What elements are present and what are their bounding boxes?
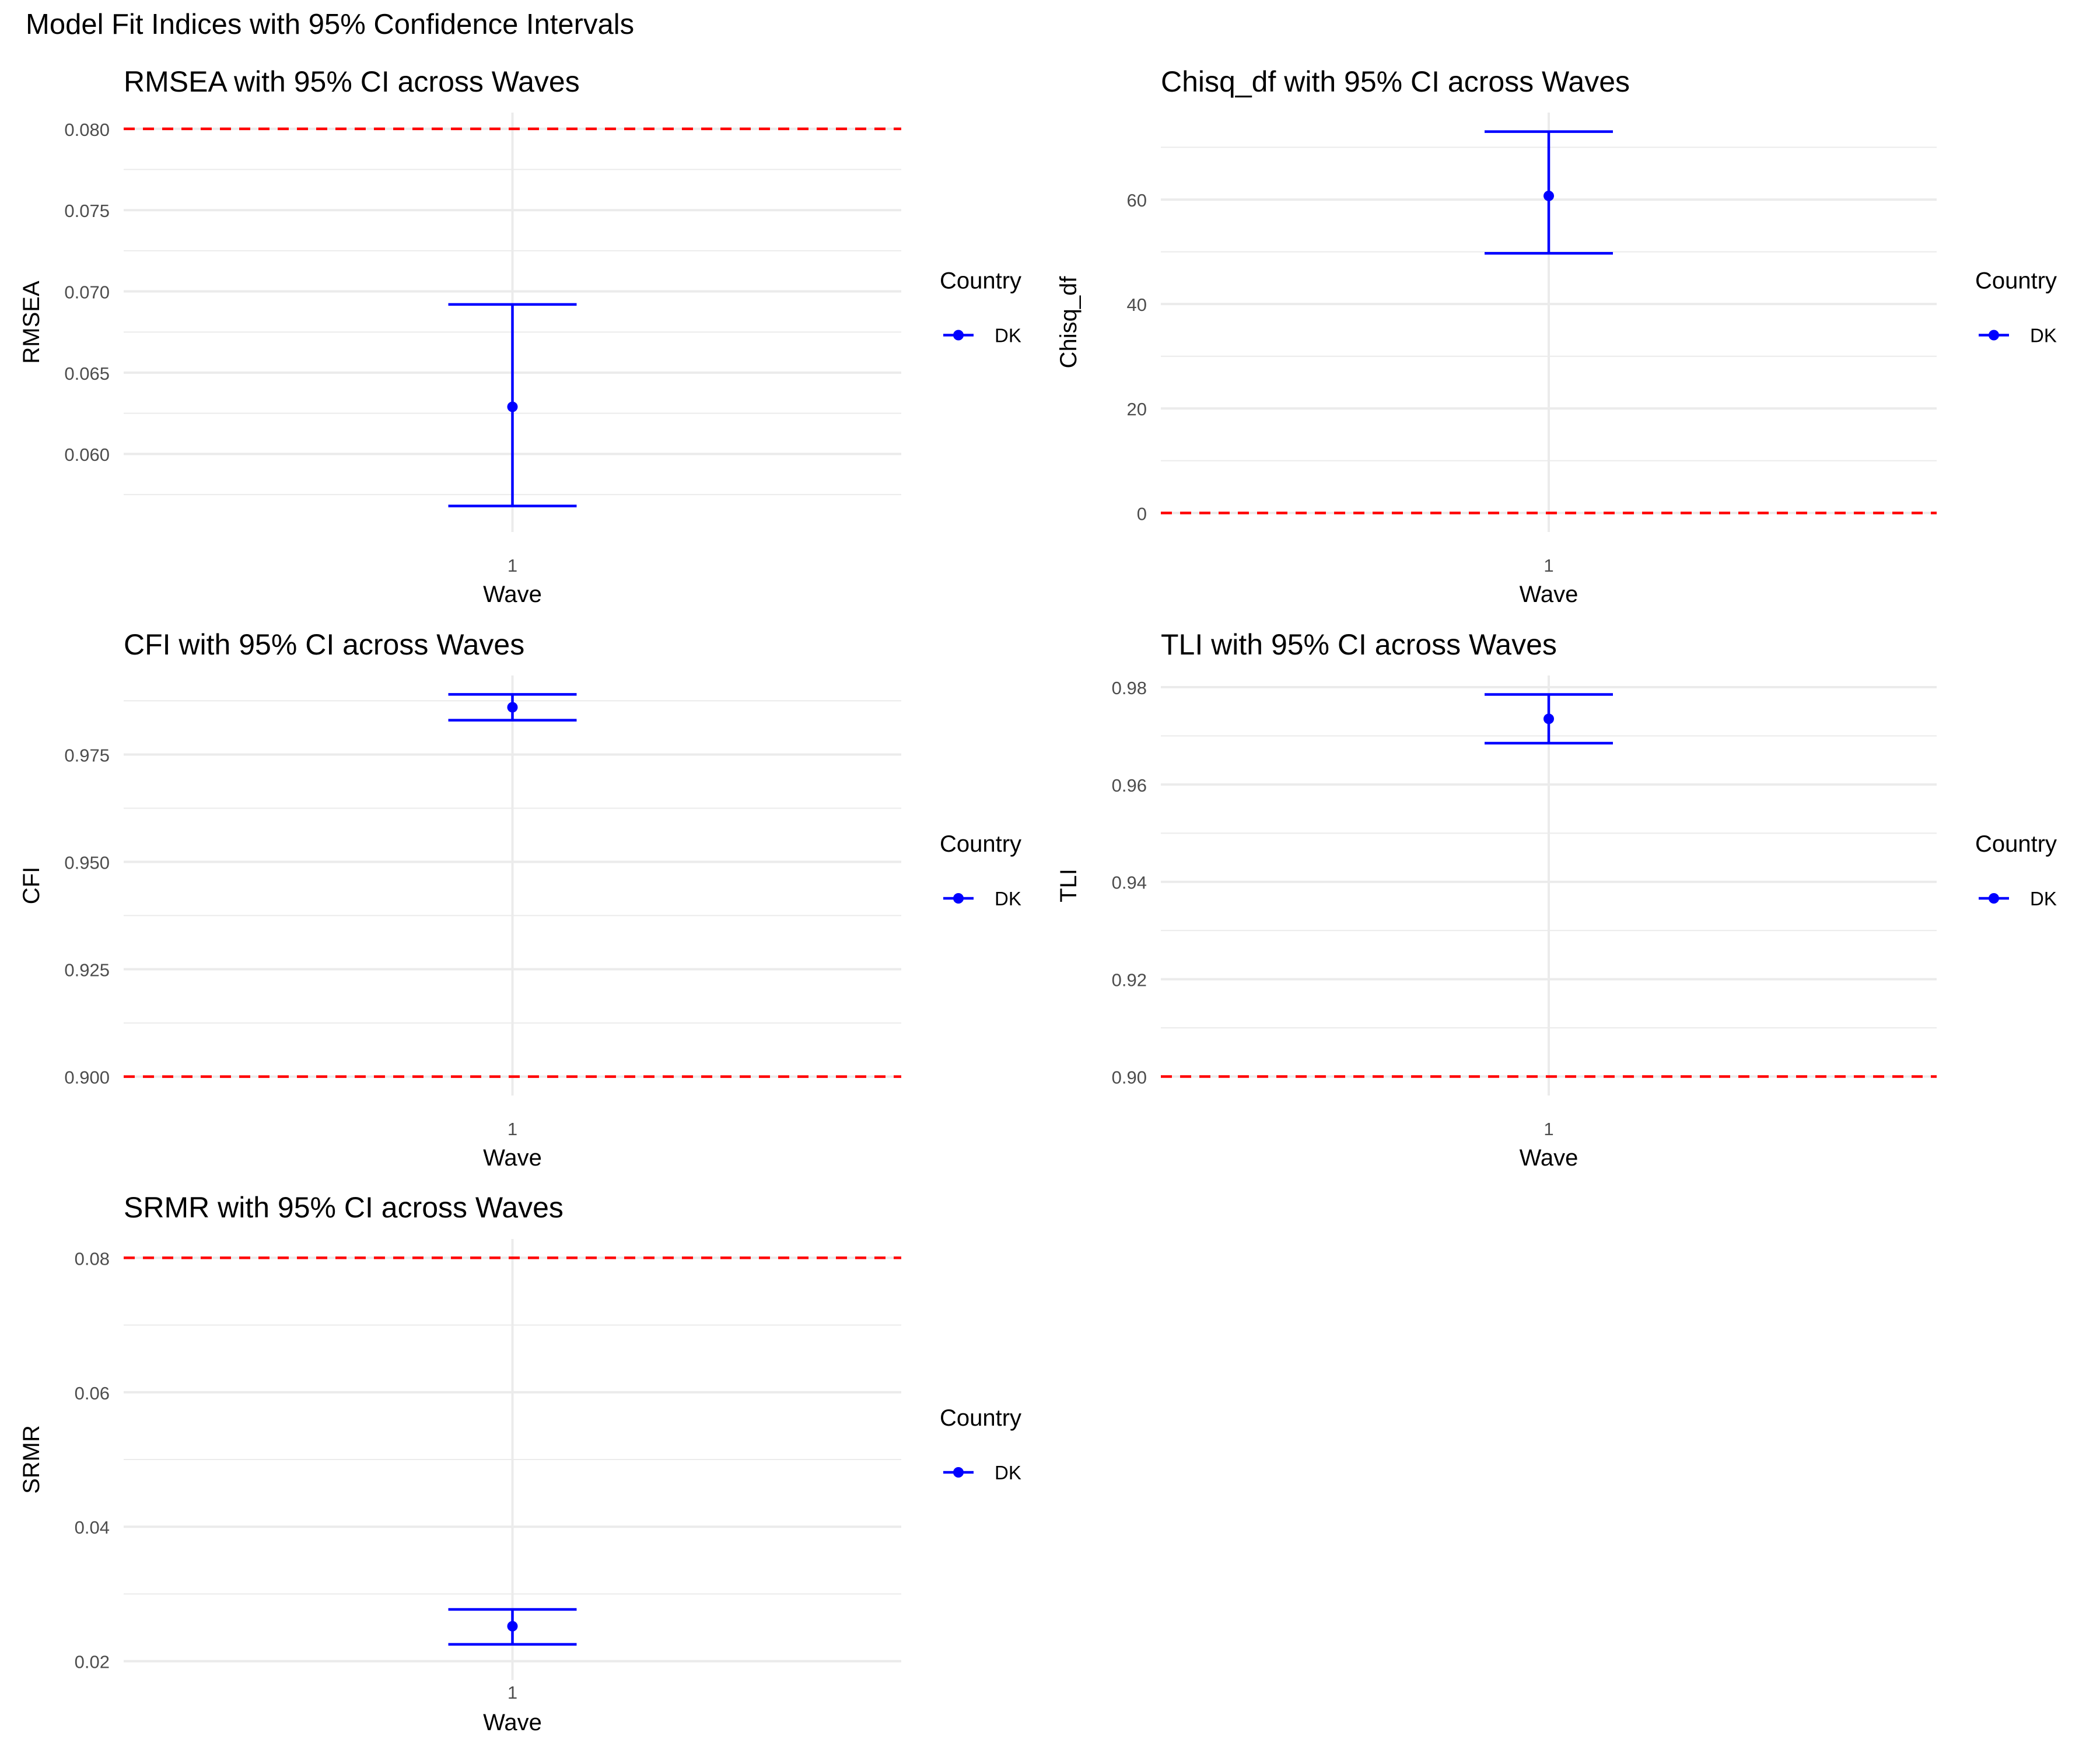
legend-label-dk: DK	[995, 1462, 1021, 1483]
y-tick-label: 20	[1127, 399, 1147, 419]
y-tick-label: 0.04	[75, 1517, 110, 1538]
legend-key-point	[1989, 330, 1999, 341]
y-axis-label: SRMR	[19, 1425, 44, 1494]
y-tick-label: 0.060	[64, 444, 110, 465]
figure-title: Model Fit Indices with 95% Confidence In…	[26, 9, 634, 40]
legend-label-dk: DK	[2030, 888, 2057, 909]
y-axis-label: CFI	[19, 867, 44, 904]
y-axis-label: RMSEA	[19, 281, 44, 364]
y-tick-label: 0.96	[1112, 775, 1147, 796]
legend-title: Country	[1975, 268, 2057, 294]
panel-title: TLI with 95% CI across Waves	[1161, 628, 1557, 661]
legend-label-dk: DK	[995, 325, 1021, 346]
panel-chisq: 0 20 40 60 1 Chisq_df with 95% CI across Wave…	[1056, 65, 2057, 607]
y-tick-label: 40	[1127, 295, 1147, 315]
x-tick-label: 1	[1544, 1119, 1553, 1139]
panel-cfi: 0.900 0.925 0.950 0.975 1 CFI with 95% CI acr…	[19, 628, 1021, 1171]
y-tick-label: 0.975	[64, 745, 110, 765]
y-tick-label: 0.925	[64, 960, 110, 981]
panel-title: SRMR with 95% CI across Waves	[124, 1191, 564, 1224]
y-tick-label: 0.06	[75, 1383, 110, 1404]
legend-key-point	[953, 330, 964, 341]
data-point	[507, 401, 518, 412]
y-tick-label: 0.94	[1112, 873, 1147, 893]
y-tick-label: 0.90	[1112, 1067, 1147, 1087]
panel-rmsea: 0.060 0.065 0.070 0.075 0.080 1 RMSEA with 95%…	[19, 65, 1021, 607]
legend-title: Country	[1975, 831, 2057, 857]
panel-tli: 0.90 0.92 0.94 0.96 0.98 1 TLI with 95% CI acr…	[1056, 628, 2057, 1171]
x-axis-label: Wave	[483, 582, 542, 607]
y-axis-label: Chisq_df	[1056, 276, 1082, 369]
legend-title: Country	[940, 1405, 1021, 1431]
x-axis-label: Wave	[1520, 582, 1578, 607]
x-axis-label: Wave	[483, 1145, 542, 1171]
y-tick-label: 0.02	[75, 1652, 110, 1672]
legend-label-dk: DK	[2030, 325, 2057, 346]
y-tick-label: 0	[1137, 503, 1147, 524]
panel-title: RMSEA with 95% CI across Waves	[124, 65, 580, 98]
y-tick-label: 0.92	[1112, 970, 1147, 991]
legend-key-point	[953, 1467, 964, 1478]
x-tick-label: 1	[1544, 555, 1553, 576]
data-point	[507, 702, 518, 713]
data-point	[507, 1620, 518, 1632]
x-axis-label: Wave	[1520, 1145, 1578, 1171]
y-tick-label: 0.08	[75, 1248, 110, 1269]
x-tick-label: 1	[508, 1119, 517, 1139]
y-tick-label: 0.070	[64, 282, 110, 303]
y-tick-label: 0.075	[64, 201, 110, 221]
legend-key-point	[1989, 893, 1999, 904]
y-tick-label: 0.98	[1112, 678, 1147, 698]
data-point	[1544, 713, 1554, 724]
x-tick-label: 1	[508, 1682, 517, 1703]
y-tick-label: 0.900	[64, 1068, 110, 1088]
legend-key-point	[953, 893, 964, 904]
x-tick-label: 1	[508, 555, 517, 576]
legend-title: Country	[940, 831, 1021, 857]
data-point	[1544, 190, 1554, 201]
panel-srmr: 0.02 0.04 0.06 0.08 1 SRMR with 95% CI across…	[19, 1191, 1021, 1735]
panel-title: Chisq_df with 95% CI across Waves	[1161, 65, 1630, 98]
y-tick-label: 0.950	[64, 853, 110, 873]
y-tick-label: 60	[1127, 190, 1147, 211]
panel-title: CFI with 95% CI across Waves	[124, 628, 524, 661]
y-tick-label: 0.080	[64, 120, 110, 140]
y-tick-label: 0.065	[64, 363, 110, 384]
legend-label-dk: DK	[995, 888, 1021, 909]
legend-title: Country	[940, 268, 1021, 294]
x-axis-label: Wave	[483, 1710, 542, 1735]
y-axis-label: TLI	[1056, 869, 1082, 902]
